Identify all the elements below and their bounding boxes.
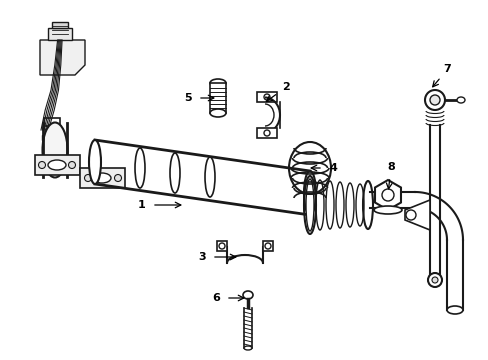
Polygon shape bbox=[404, 200, 429, 230]
Ellipse shape bbox=[39, 162, 45, 168]
Text: 1: 1 bbox=[138, 200, 145, 210]
Ellipse shape bbox=[305, 179, 313, 231]
Ellipse shape bbox=[243, 291, 252, 299]
Ellipse shape bbox=[93, 173, 111, 183]
Text: 3: 3 bbox=[198, 252, 205, 262]
Ellipse shape bbox=[335, 182, 343, 228]
Text: 4: 4 bbox=[328, 163, 336, 173]
Ellipse shape bbox=[209, 109, 225, 117]
Polygon shape bbox=[217, 241, 226, 251]
Ellipse shape bbox=[304, 171, 315, 215]
Text: 5: 5 bbox=[184, 93, 191, 103]
Polygon shape bbox=[374, 180, 400, 210]
Ellipse shape bbox=[315, 180, 324, 230]
Polygon shape bbox=[35, 155, 80, 175]
Text: 8: 8 bbox=[386, 162, 394, 172]
Ellipse shape bbox=[373, 206, 401, 214]
Ellipse shape bbox=[446, 306, 462, 314]
Ellipse shape bbox=[424, 90, 444, 110]
Ellipse shape bbox=[244, 346, 251, 350]
Ellipse shape bbox=[89, 140, 101, 184]
Polygon shape bbox=[40, 40, 85, 75]
Polygon shape bbox=[80, 168, 125, 188]
Ellipse shape bbox=[84, 175, 91, 181]
Polygon shape bbox=[257, 128, 276, 138]
Ellipse shape bbox=[429, 95, 439, 105]
Ellipse shape bbox=[431, 277, 437, 283]
Ellipse shape bbox=[427, 273, 441, 287]
Polygon shape bbox=[263, 241, 272, 251]
Ellipse shape bbox=[355, 184, 363, 226]
Ellipse shape bbox=[114, 175, 121, 181]
Ellipse shape bbox=[325, 181, 333, 229]
Polygon shape bbox=[257, 92, 276, 102]
Ellipse shape bbox=[456, 97, 464, 103]
Text: 7: 7 bbox=[443, 64, 450, 75]
Polygon shape bbox=[52, 22, 68, 28]
Ellipse shape bbox=[48, 160, 66, 170]
Ellipse shape bbox=[346, 183, 353, 227]
Text: 2: 2 bbox=[282, 82, 289, 92]
Ellipse shape bbox=[209, 79, 225, 87]
Ellipse shape bbox=[42, 122, 67, 177]
Polygon shape bbox=[48, 28, 72, 40]
Ellipse shape bbox=[68, 162, 75, 168]
Text: 6: 6 bbox=[212, 293, 220, 303]
Polygon shape bbox=[209, 83, 225, 113]
